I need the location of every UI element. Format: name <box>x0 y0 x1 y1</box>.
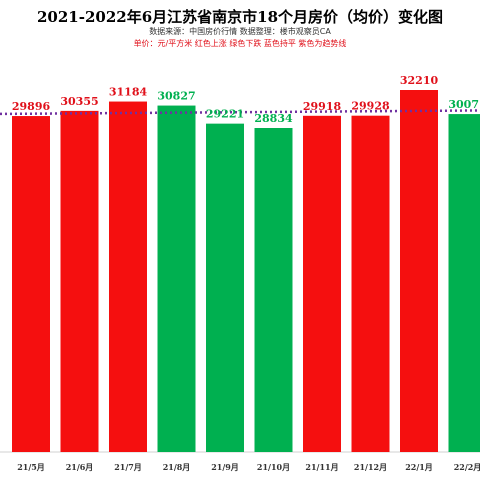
bar-21/7月 <box>109 101 147 452</box>
chart-source-line: 数据来源：中国房价行情 数据整理：楼市观察员CA <box>149 27 331 36</box>
x-tick-label: 21/10月 <box>257 462 290 472</box>
value-label: 30071 <box>448 98 480 111</box>
bar-21/8月 <box>157 105 196 452</box>
x-tick-label: 21/7月 <box>114 462 142 472</box>
x-tick-label: 21/12月 <box>354 462 387 472</box>
value-labels-group: 29896 30355 31184 30827 29221 28834 29918 29928… <box>12 74 480 125</box>
bar-21/9月 <box>206 123 244 453</box>
x-tick-label: 22/1月 <box>405 462 433 472</box>
bar-21/12月 <box>351 115 390 452</box>
value-label: 28834 <box>254 112 293 125</box>
x-tick-label: 21/11月 <box>305 462 338 472</box>
x-tick-label: 21/8月 <box>163 462 191 472</box>
value-label: 29928 <box>351 100 390 113</box>
chart-unit-legend-line: 单价：元/平方米 红色上涨 绿色下跌 蓝色持平 紫色为趋势线 <box>133 39 347 48</box>
x-tick-labels-group: 21/5月 21/6月 21/7月 21/8月 21/9月 21/10月 21/11月 21/… <box>17 462 480 472</box>
value-label: 30827 <box>157 90 195 103</box>
bar-21/11月 <box>303 115 341 452</box>
chart-title: 2021-2022年6月江苏省南京市18个月房价（均价）变化图 <box>36 8 444 26</box>
value-label: 32210 <box>400 74 439 87</box>
x-tick-label: 21/6月 <box>66 462 94 472</box>
bar-21/5月 <box>12 116 50 453</box>
bar-21/10月 <box>254 128 293 452</box>
bars-group <box>12 90 480 453</box>
value-label: 30355 <box>60 95 98 108</box>
bar-21/6月 <box>60 110 99 453</box>
value-label: 31184 <box>109 86 148 99</box>
trend-line <box>0 109 480 116</box>
x-tick-label: 22/2月 <box>454 462 480 472</box>
value-label: 29221 <box>206 108 244 121</box>
x-tick-label: 21/9月 <box>211 462 239 472</box>
trend-line-group <box>0 109 480 116</box>
value-label: 29918 <box>303 100 342 113</box>
value-label: 29896 <box>12 100 51 113</box>
bar-22/1月 <box>400 90 438 452</box>
x-tick-label: 21/5月 <box>17 462 45 472</box>
bar-22/2月 <box>448 114 480 453</box>
